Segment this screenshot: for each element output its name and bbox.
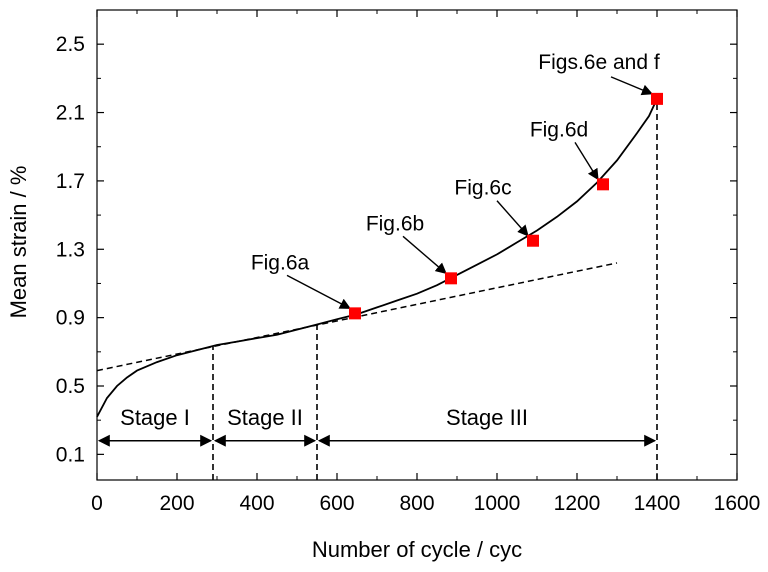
y-axis-title: Mean strain / %	[6, 166, 31, 319]
annotation-arrow	[496, 200, 529, 237]
plot-frame	[96, 9, 738, 481]
annotation-arrow	[286, 274, 351, 309]
x-tick-label: 1000	[474, 492, 521, 515]
x-tick-label: 400	[239, 492, 274, 515]
y-tick-label: 1.3	[56, 238, 85, 261]
data-marker	[651, 92, 663, 105]
annotation-label: Fig.6c	[454, 177, 511, 200]
y-tick-label: 0.1	[56, 443, 85, 466]
x-tick-label: 200	[159, 492, 194, 515]
data-marker	[349, 307, 361, 320]
data-marker	[445, 272, 457, 285]
y-tick-label: 1.7	[56, 170, 85, 193]
data-marker	[597, 178, 609, 191]
annotation-label: Figs.6e and f	[538, 51, 660, 74]
annotation-arrow	[610, 76, 654, 96]
x-tick-label: 0	[91, 492, 103, 515]
series-line	[96, 98, 658, 418]
x-axis-title: Number of cycle / cyc	[312, 537, 522, 562]
annotation-label: Fig.6b	[366, 212, 424, 235]
x-tick-label: 1400	[634, 492, 681, 515]
annotation-arrow	[574, 141, 599, 181]
y-tick-label: 0.5	[56, 375, 85, 398]
x-tick-label: 1200	[554, 492, 601, 515]
annotation-label: Fig.6d	[530, 118, 588, 141]
y-tick-label: 2.1	[56, 102, 85, 125]
stage-label: Stage II	[227, 405, 303, 430]
data-marker	[527, 234, 539, 247]
stage-label: Stage I	[120, 405, 190, 430]
y-tick-label: 0.9	[56, 307, 85, 330]
y-tick-label: 2.5	[56, 33, 85, 56]
annotation-arrow	[402, 235, 447, 275]
annotation-label: Fig.6a	[251, 251, 310, 274]
x-tick-label: 600	[319, 492, 354, 515]
x-tick-label: 800	[399, 492, 434, 515]
stage-label: Stage III	[446, 405, 528, 430]
x-tick-label: 1600	[714, 492, 761, 515]
